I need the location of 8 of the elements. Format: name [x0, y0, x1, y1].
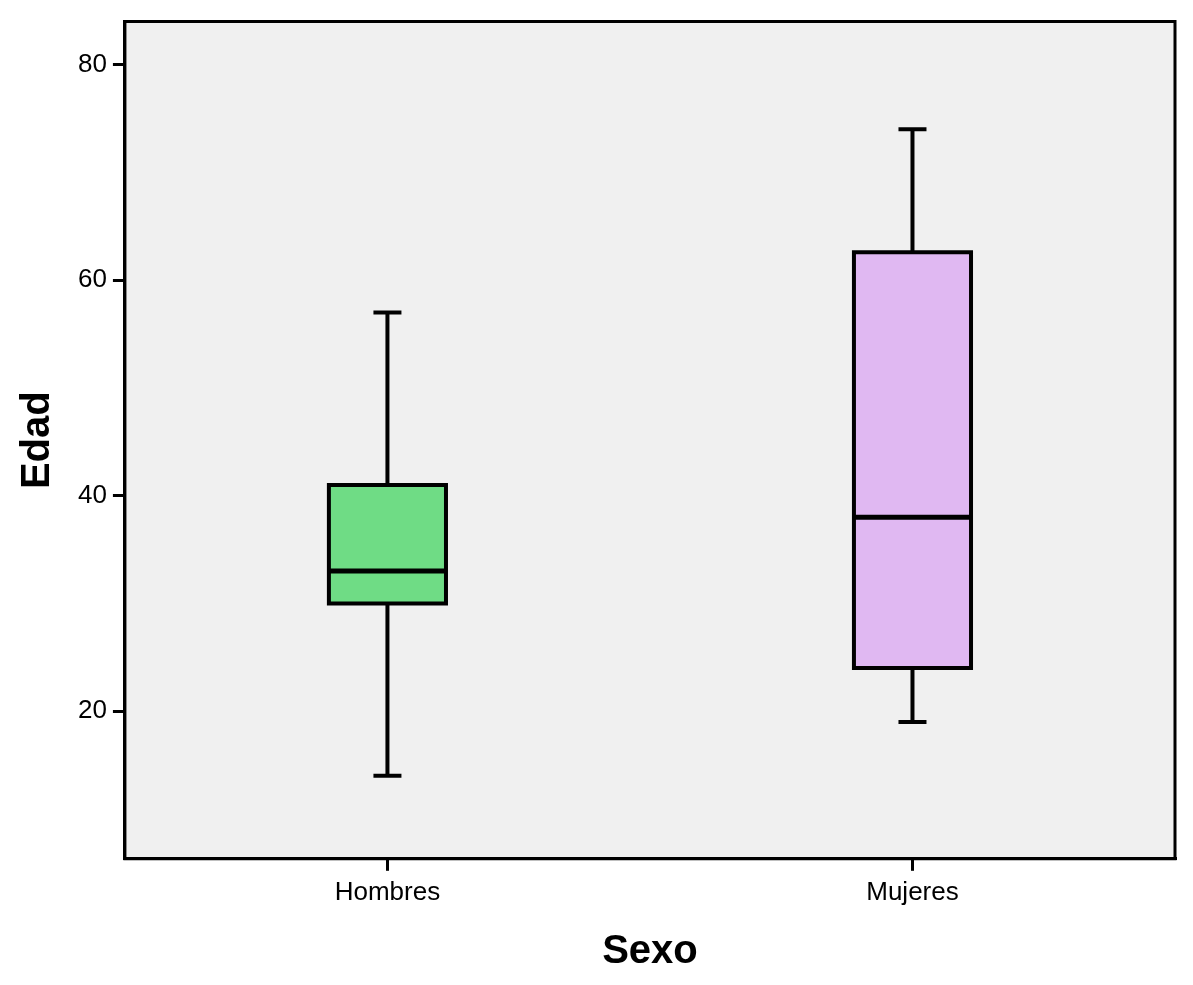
x-axis-title: Sexo — [602, 927, 698, 972]
y-axis-title: Edad — [13, 391, 58, 490]
y-tick-label: 80 — [78, 47, 107, 78]
y-tick-label: 40 — [78, 478, 107, 509]
x-tick-label: Mujeres — [866, 875, 959, 906]
y-tick-label: 60 — [78, 263, 107, 294]
x-tick-label: Hombres — [334, 875, 441, 906]
y-tick-label: 20 — [78, 694, 107, 725]
